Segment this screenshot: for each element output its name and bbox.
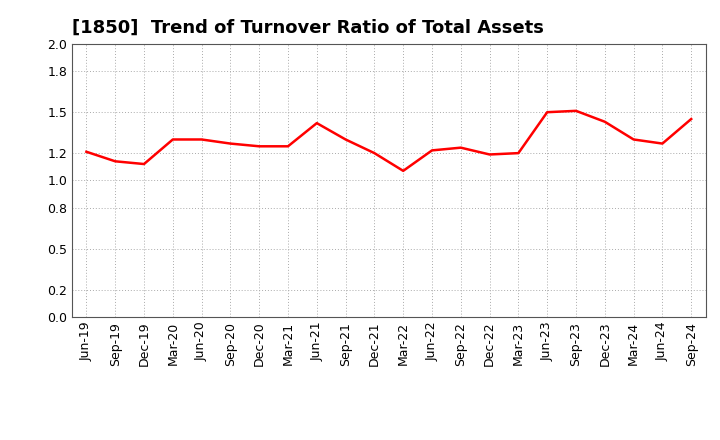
Text: [1850]  Trend of Turnover Ratio of Total Assets: [1850] Trend of Turnover Ratio of Total … (72, 19, 544, 37)
